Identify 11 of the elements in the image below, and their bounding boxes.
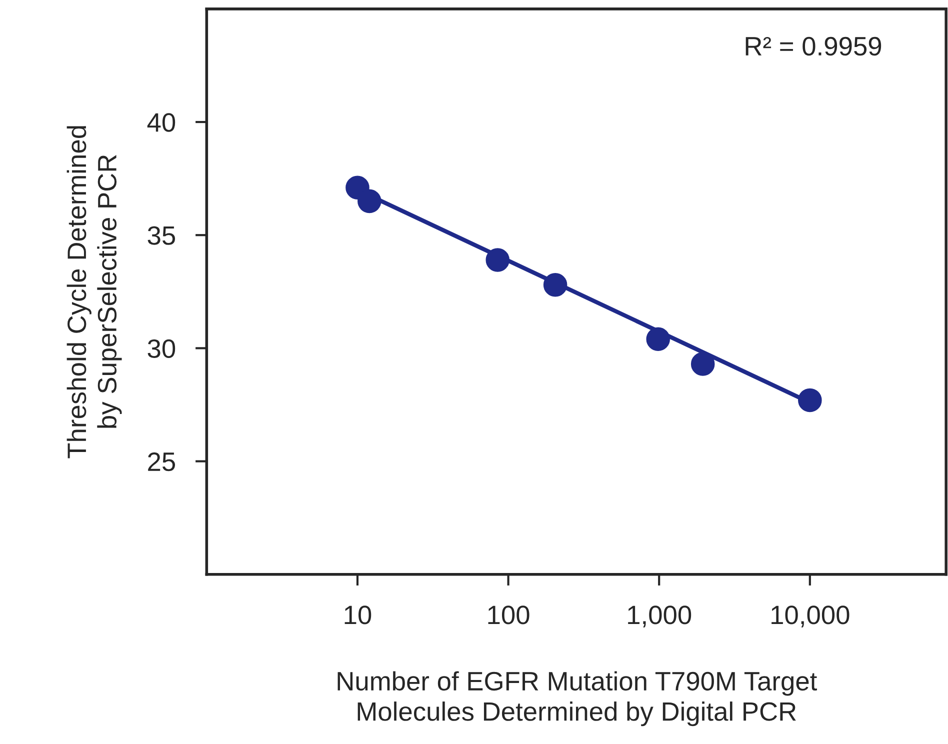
x-tick-label: 10 <box>344 606 372 624</box>
x-tick-label: 1,000 <box>628 606 692 628</box>
y-axis-title: Threshold Cycle Determined by SuperSelective PCR <box>66 126 122 458</box>
annotation: R² = 0.9959 <box>746 36 882 56</box>
y-tick-label: 35 <box>148 226 176 245</box>
x-tick-label: 10,000 <box>772 606 850 628</box>
x-axis-title: Number of EGFR Mutation T790M Target Molecules Determined by Digital PCR <box>338 671 817 726</box>
x-tick-label: 100 <box>488 606 530 624</box>
y-tick-label: 30 <box>148 339 176 358</box>
y-tick-label: 25 <box>148 452 176 472</box>
y-tick-label: 40 <box>147 113 176 132</box>
